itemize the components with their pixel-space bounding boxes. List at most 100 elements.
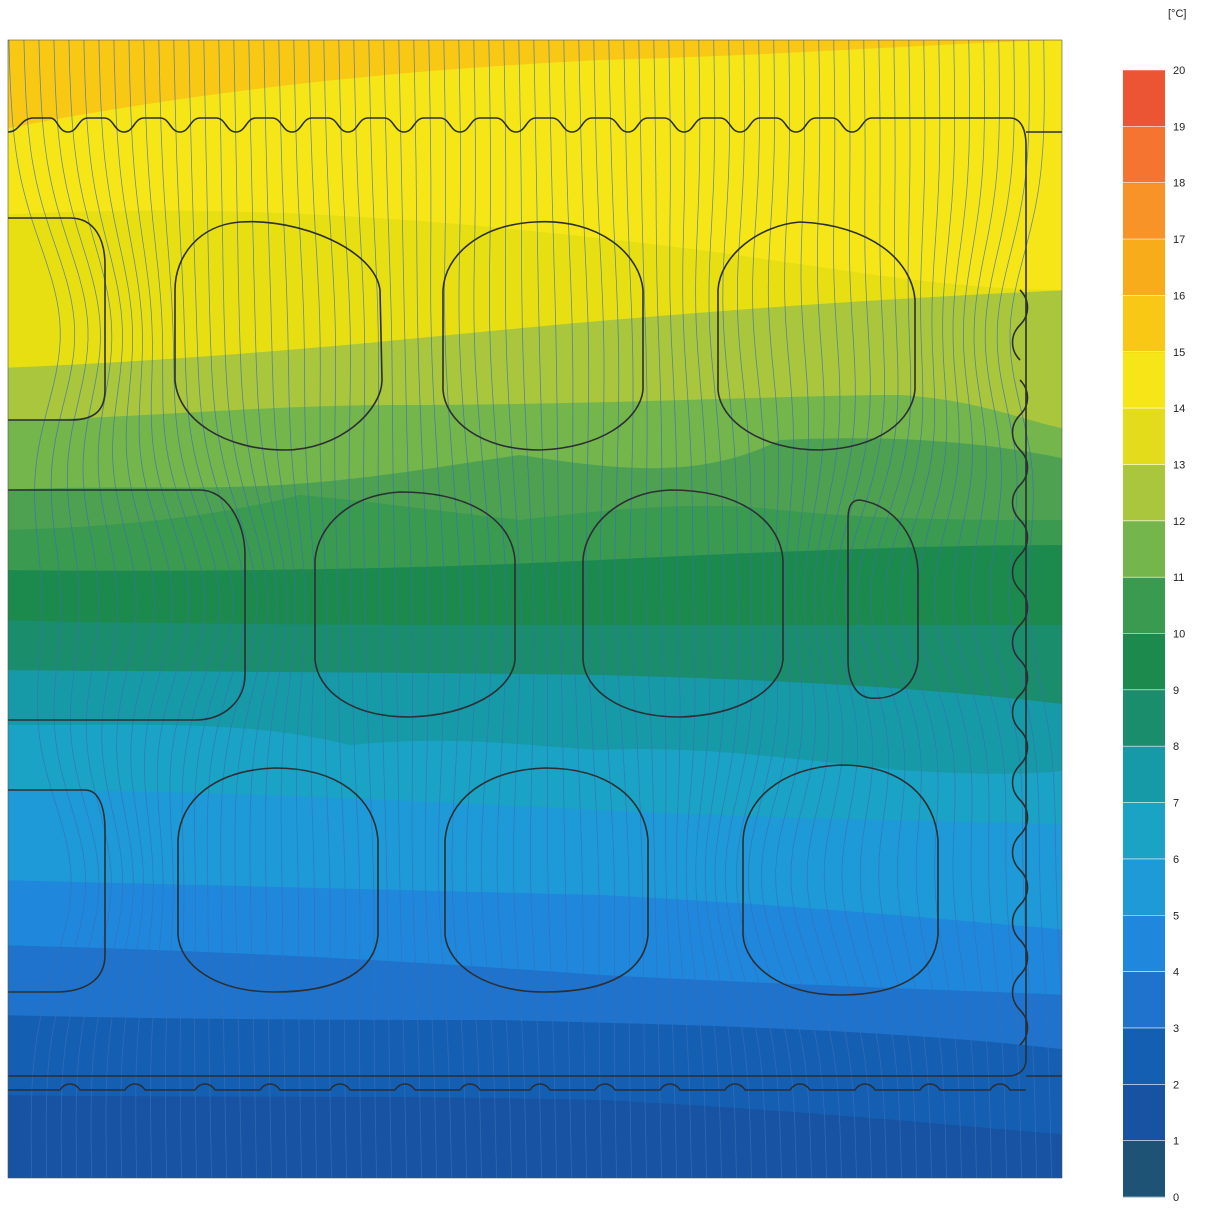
- heat-flow-line: [736, 40, 782, 1178]
- heat-flow-line: [518, 40, 542, 1178]
- heat-flow-line: [278, 40, 306, 1178]
- cavity-row3-a: [177, 767, 379, 993]
- heat-flow-line: [1009, 40, 1062, 1023]
- cavity-row3-c: [742, 764, 939, 996]
- heat-flow-line: [724, 40, 767, 1178]
- heat-flow-line: [682, 40, 707, 1178]
- colorbar-tick-label: 15: [1173, 347, 1185, 359]
- colorbar-band-1: [1123, 1084, 1165, 1142]
- heat-flow-line: [933, 40, 992, 1178]
- cavity-row2-b: [582, 489, 784, 718]
- cavity-row2-c: [847, 499, 919, 700]
- heat-flow-line: [548, 40, 572, 1178]
- heat-flow-line: [113, 40, 173, 1178]
- heat-flow-line: [308, 40, 332, 1178]
- colorbar-band-7: [1123, 746, 1165, 804]
- heat-flow-line: [856, 40, 917, 1178]
- heat-flow-line: [323, 40, 347, 1178]
- cavity-row3-b: [444, 767, 649, 993]
- heat-flow-line: [608, 40, 632, 1178]
- colorbar-tick-label: 0: [1173, 1192, 1179, 1204]
- heat-flow-line: [695, 40, 722, 1178]
- heat-flow-line: [638, 40, 662, 1178]
- colorbar-band-10: [1123, 577, 1165, 634]
- heat-flow-line: [653, 40, 677, 1178]
- heat-flow-lines: [8, 40, 1062, 1178]
- colorbar-band-15: [1123, 295, 1165, 353]
- colorbar-tick-label: 19: [1173, 121, 1185, 133]
- colorbar-tick-label: 20: [1173, 65, 1185, 77]
- heat-flow-line: [593, 40, 617, 1178]
- heat-flow-line: [353, 40, 377, 1178]
- colorbar-tick-label: 3: [1173, 1023, 1179, 1035]
- colorbar-tick-label: 10: [1173, 629, 1185, 641]
- heat-flow-line: [775, 40, 827, 1178]
- colorbar-tick-label: 9: [1173, 685, 1179, 697]
- heat-flow-line: [128, 40, 190, 1178]
- bottom-profile-outline: [8, 1083, 1026, 1091]
- heat-flow-line: [623, 40, 647, 1178]
- cavity-row1-left: [8, 217, 106, 421]
- heat-flow-line: [8, 40, 72, 1178]
- heat-flow-line: [428, 40, 452, 1178]
- heat-flow-line: [714, 40, 752, 1178]
- colorbar-tick-label: 14: [1173, 403, 1185, 415]
- colorbar-band-16: [1123, 239, 1165, 296]
- colorbar-band-3: [1123, 971, 1165, 1029]
- colorbar-tick-label: 12: [1173, 516, 1185, 528]
- temperature-field: [8, 40, 1062, 1178]
- heat-flow-line: [900, 40, 962, 1178]
- colorbar-band-8: [1123, 689, 1165, 747]
- heat-flow-line: [23, 40, 87, 1178]
- colorbar-band-2: [1123, 1027, 1165, 1085]
- heat-flow-line: [368, 40, 392, 1178]
- heat-flow-line: [473, 40, 497, 1178]
- colorbar-band-6: [1123, 802, 1165, 860]
- colorbar-band-0: [1123, 1140, 1165, 1198]
- colorbar-tick-label: 2: [1173, 1079, 1179, 1091]
- heat-flow-line: [173, 40, 234, 1178]
- colorbar-band-13: [1123, 408, 1165, 465]
- heat-flow-line: [833, 40, 887, 1178]
- heat-flow-line: [203, 40, 258, 1178]
- heat-flow-line: [970, 40, 1022, 1178]
- colorbar-tick-label: 6: [1173, 854, 1179, 866]
- heat-flow-line: [383, 40, 407, 1178]
- heat-flow-line: [53, 40, 112, 1178]
- heat-flow-line: [443, 40, 467, 1178]
- cavity-row3-left: [8, 789, 106, 993]
- cavity-row1-c: [717, 221, 916, 451]
- heat-flow-line: [806, 40, 857, 1178]
- heat-flow-line: [984, 40, 1037, 1178]
- colorbar-tick-label: 5: [1173, 910, 1179, 922]
- heat-flow-line: [83, 40, 137, 1178]
- colorbar-band-11: [1123, 520, 1165, 578]
- cavity-row2-left: [8, 489, 246, 721]
- cavity-row1-a: [174, 220, 383, 451]
- colorbar-band-12: [1123, 464, 1165, 522]
- heat-flow-line: [668, 40, 692, 1178]
- heat-flow-line: [578, 40, 602, 1178]
- heat-flow-line: [761, 40, 812, 1178]
- colorbar-band-14: [1123, 351, 1165, 409]
- colorbar-tick-label: 8: [1173, 741, 1179, 753]
- heat-flow-line: [398, 40, 422, 1178]
- heat-flow-line: [143, 40, 206, 1178]
- heat-flow-line: [790, 40, 842, 1178]
- heat-flow-line: [533, 40, 557, 1178]
- colorbar-band-4: [1123, 915, 1165, 973]
- heat-flow-line: [870, 40, 932, 1178]
- colorbar-band-9: [1123, 633, 1165, 691]
- cavity-row1-b: [442, 220, 644, 451]
- right-profile-outline: [1011, 289, 1029, 1046]
- heat-flow-line: [458, 40, 482, 1178]
- heat-flow-line: [996, 40, 1052, 1178]
- colorbar-tick-label: 16: [1173, 290, 1185, 302]
- heat-flow-line: [98, 40, 155, 1178]
- heat-flow-line: [704, 40, 737, 1178]
- colorbar-tick-label: 1: [1173, 1136, 1179, 1148]
- colorbar-unit-label: [°C]: [1168, 8, 1187, 20]
- heat-flow-line: [747, 40, 797, 1178]
